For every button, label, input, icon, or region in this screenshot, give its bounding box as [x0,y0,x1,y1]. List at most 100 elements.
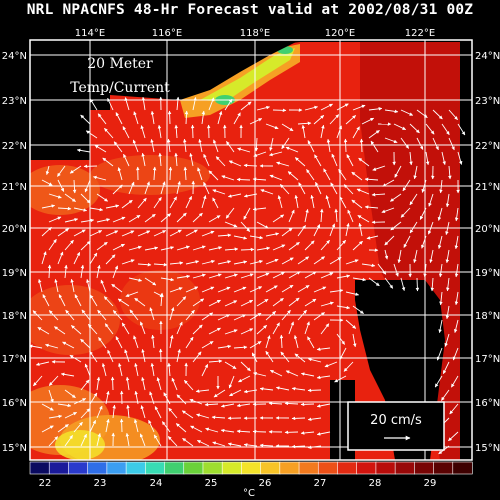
current-vector [211,415,226,420]
current-vector [93,175,107,181]
latitude-labels-left: 24°N 23°N 22°N 21°N 20°N 19°N 18°N 17°N … [2,51,27,454]
current-vector [432,137,439,151]
current-vector [324,361,338,368]
current-vector [107,349,114,363]
current-vector [80,379,90,391]
current-vector [334,208,338,223]
lat-label: 23°N [2,96,27,107]
current-vector [256,105,270,111]
current-vector [243,163,258,168]
current-vector [203,153,210,167]
current-vector [320,272,334,279]
current-vector [169,261,184,265]
current-vector [73,421,83,433]
current-vector [149,391,155,405]
current-vector [133,419,139,433]
current-vector [176,296,187,307]
current-vector [281,257,294,265]
current-vector [315,181,322,195]
current-vector [176,245,190,251]
current-vector [268,401,283,406]
current-vector [323,168,331,181]
current-vector [430,277,435,292]
current-vector [413,249,418,264]
current-vector [249,286,263,293]
current-vector [345,115,356,125]
current-vector [432,109,443,120]
current-vector [339,196,347,209]
current-vector [84,179,91,193]
current-vector [89,207,104,212]
current-vector [176,212,187,223]
current-vector [256,324,268,335]
current-vector [249,259,263,265]
current-vector [313,256,325,265]
current-vector [213,139,219,153]
current-vector [89,392,98,405]
current-vector [129,309,139,321]
current-vector [64,239,74,251]
lat-label: 18°N [475,311,500,322]
current-vector [80,338,91,349]
current-vector [233,345,248,350]
current-vector [338,169,347,181]
current-vector [153,230,167,237]
current-vector [73,251,81,265]
current-vector [441,123,450,135]
current-vector [224,300,238,307]
current-vector [454,207,459,222]
colorbar-cell [356,461,377,475]
current-vector [394,165,402,178]
current-vector [141,96,146,111]
current-vector [228,375,235,389]
current-vector [208,327,221,335]
current-vector [80,433,87,447]
current-vector [419,207,427,220]
lat-label: 21°N [2,182,27,193]
current-vector [448,431,459,442]
current-vector [71,325,82,335]
current-vector [41,251,47,265]
current-vector [69,165,82,174]
current-vector [294,353,306,363]
current-vector [133,111,139,125]
current-vector [121,230,135,237]
colorbar-cell [375,461,396,475]
current-vector [308,357,322,363]
current-vector [368,277,380,287]
current-vector [217,286,231,293]
current-vector [425,151,430,166]
current-vector [198,138,203,153]
current-vector [192,324,203,335]
lat-label: 20°N [475,224,500,235]
current-vector [104,128,114,139]
current-vector [358,157,370,167]
current-vector [402,179,411,192]
current-vector [41,425,54,433]
lat-label: 19°N [2,268,27,279]
colorbar-cell [106,461,127,475]
current-vector [240,273,254,279]
current-vector [252,207,267,211]
current-vector [451,375,459,388]
lon-label: 114°E [75,28,105,39]
current-vector [117,167,123,181]
current-vector [192,96,197,111]
current-vector [343,184,354,195]
current-vector [304,208,309,223]
colorbar-tick-label: 27 [314,478,327,489]
current-vector [112,184,123,195]
lat-label: 18°N [2,311,27,322]
current-vector [41,403,54,411]
current-vector [297,285,310,293]
current-vector [304,105,318,111]
colorbar [29,461,473,475]
colorbar-cell [260,461,281,475]
current-vector [384,235,395,246]
current-vector [252,177,267,182]
current-vector [62,341,75,349]
current-vector [217,260,232,265]
current-vector [140,405,146,419]
current-vector [212,189,226,195]
